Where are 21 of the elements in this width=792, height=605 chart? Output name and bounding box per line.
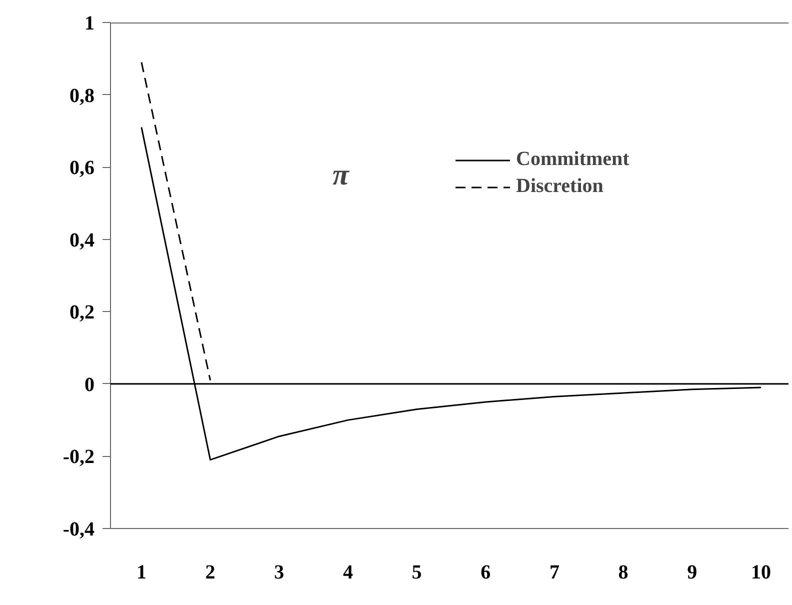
x-tick-label: 8 xyxy=(618,562,628,584)
y-tick-label: 0,8 xyxy=(70,84,94,107)
y-tick-label: 0,2 xyxy=(70,302,94,324)
x-tick-label: 6 xyxy=(480,562,491,584)
x-tick-label: 5 xyxy=(412,562,422,584)
x-tick-label: 2 xyxy=(205,562,216,584)
y-tick-label: 1 xyxy=(84,12,94,34)
y-tick-label: 0,6 xyxy=(70,157,94,180)
x-tick-label: 9 xyxy=(687,562,698,584)
x-tick-label: 4 xyxy=(342,562,353,584)
legend-label: Discretion xyxy=(516,175,604,198)
x-tick-label: 1 xyxy=(136,562,146,584)
x-tick-label: 10 xyxy=(750,562,771,584)
legend-label: Commitment xyxy=(516,148,630,171)
y-tick-label: -0,4 xyxy=(62,518,95,540)
x-tick-label: 7 xyxy=(549,562,560,584)
y-tick-label: 0 xyxy=(84,374,94,396)
y-tick-label: 0,4 xyxy=(70,229,94,252)
y-tick-label: -0,2 xyxy=(62,446,95,468)
x-tick-label: 3 xyxy=(274,562,284,584)
annotation: π xyxy=(332,158,350,192)
